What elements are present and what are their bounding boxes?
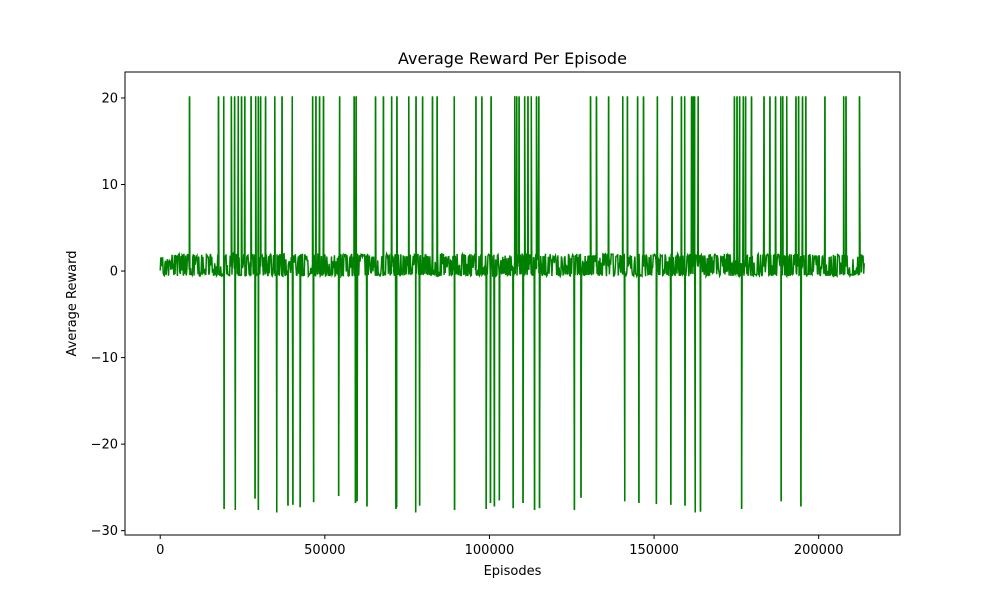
x-tick-label: 50000: [304, 543, 345, 558]
y-tick-label: −30: [91, 524, 118, 539]
y-tick-label: 0: [110, 265, 118, 280]
chart-title: Average Reward Per Episode: [398, 49, 627, 68]
ticks: 0 50000 100000 150000 200000 −30 −20 −10 0 10 20: [91, 91, 844, 558]
x-axis-label: Episodes: [484, 564, 542, 579]
x-tick-label: 100000: [465, 543, 515, 558]
plot-frame: [124, 71, 901, 536]
y-tick-label: −20: [91, 438, 118, 453]
y-tick-label: 10: [101, 178, 118, 193]
y-tick-label: −10: [91, 351, 118, 366]
x-tick-label: 150000: [629, 543, 679, 558]
x-tick-label: 0: [156, 543, 164, 558]
y-axis-label: Average Reward: [65, 251, 80, 357]
y-tick-label: 20: [101, 91, 118, 106]
plot-area: [159, 96, 865, 513]
x-tick-label: 200000: [794, 543, 844, 558]
